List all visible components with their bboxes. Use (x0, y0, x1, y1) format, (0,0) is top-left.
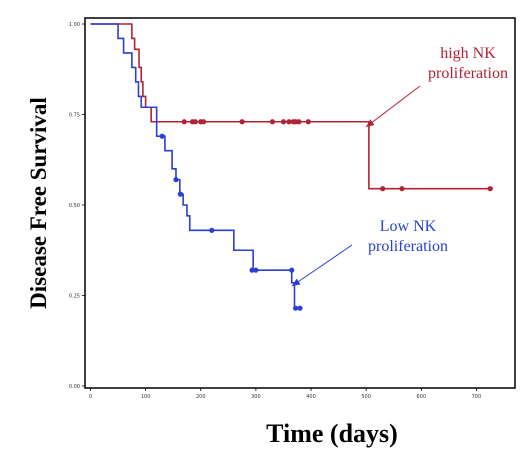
x-tick-label: 600 (417, 394, 427, 400)
annotation-label: proliferation (368, 238, 448, 255)
annotation-arrow-head (292, 278, 301, 286)
x-tick-label: 700 (472, 394, 482, 400)
series-1-censor-point (249, 267, 255, 273)
series-0-censor-point (239, 119, 245, 125)
series-0-censor-point (487, 186, 493, 192)
series-1-censor-point (292, 305, 299, 311)
series-0-censor-point (269, 119, 276, 125)
y-axis-label: Disease Free Survival (26, 97, 51, 309)
y-tick-label: 0.50 (69, 203, 80, 209)
annotation-arrow-head (366, 119, 375, 127)
series-1-censor-point (177, 191, 183, 197)
y-tick-label: 0.00 (69, 384, 80, 390)
series-0-line (90, 23, 493, 190)
series-1-censor-point (173, 177, 179, 183)
annotation-label: proliferation (428, 65, 508, 82)
series-0-censor-point (192, 119, 198, 125)
x-tick-label: 200 (196, 394, 206, 400)
series-1-line (90, 23, 300, 309)
series-0-censor-point (399, 186, 405, 192)
y-tick-label: 1.00 (69, 22, 80, 28)
x-tick-label: 500 (361, 394, 371, 400)
x-tick-label: 300 (251, 394, 261, 400)
y-tick-label: 0.75 (69, 113, 80, 119)
annotation-arrow-line (291, 244, 353, 287)
series-1-censor-point (289, 267, 295, 273)
series-1-censor-point (253, 267, 259, 273)
series-1-censor-point (297, 305, 303, 311)
x-tick-label: 0 (89, 394, 92, 400)
series-1-censor-point (209, 227, 215, 233)
series-0-censor-point (286, 119, 292, 125)
x-tick-label: 100 (141, 394, 151, 400)
series-0-censor-point (296, 119, 302, 125)
series-0-censor-point (380, 186, 386, 192)
plot-frame (84, 17, 516, 389)
series-0-censor-point (280, 119, 287, 125)
annotation-arrow-line (365, 85, 421, 128)
annotation-label: Low NK (380, 218, 437, 235)
x-tick-label: 400 (306, 394, 316, 400)
x-axis-label: Time (days) (266, 419, 398, 448)
annotation-label: high NK (440, 45, 496, 62)
y-tick-label: 0.25 (69, 294, 80, 300)
series-0-censor-point (305, 119, 311, 125)
series-0-censor-point (181, 119, 187, 125)
series-0-censor-point (200, 119, 207, 125)
series-1-censor-point (159, 133, 165, 139)
